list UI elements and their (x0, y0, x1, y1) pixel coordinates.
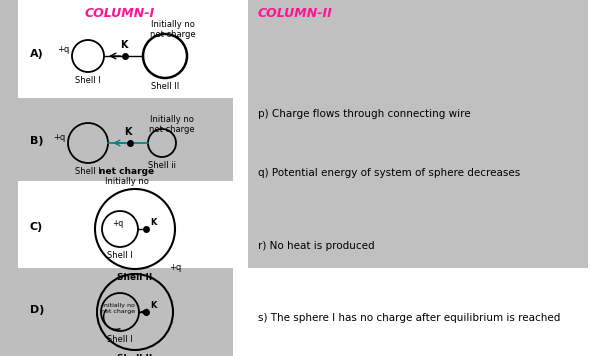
Text: +q: +q (57, 46, 69, 54)
Text: +q: +q (169, 263, 181, 272)
Text: Shell I: Shell I (107, 335, 133, 344)
Bar (18, 181, 233, 268)
Text: Shell I: Shell I (75, 76, 101, 85)
Text: K: K (120, 40, 127, 50)
Text: Shell ii: Shell ii (148, 161, 176, 170)
Text: COLUMN-I: COLUMN-I (85, 7, 155, 20)
Bar (248, 268, 588, 356)
Text: K: K (150, 218, 156, 227)
Text: Initially no: Initially no (105, 177, 149, 186)
Text: +q: +q (53, 132, 65, 141)
Bar (18, 0, 233, 98)
Text: Initially no
net charge: Initially no net charge (150, 20, 196, 40)
Text: Shell II: Shell II (117, 273, 153, 282)
Text: K: K (150, 301, 156, 310)
Text: B): B) (30, 136, 43, 146)
Text: A): A) (30, 49, 44, 59)
Text: Shell II: Shell II (117, 354, 153, 356)
Text: q) Potential energy of system of sphere decreases: q) Potential energy of system of sphere … (258, 168, 520, 178)
Bar (18, 268, 233, 356)
Bar (0, 0, 18, 356)
Text: Shell I: Shell I (107, 251, 133, 260)
Text: r) No heat is produced: r) No heat is produced (258, 241, 375, 251)
Bar (248, 0, 588, 268)
Bar (18, 98, 233, 181)
Text: COLUMN-II: COLUMN-II (258, 7, 333, 20)
Text: Shell I: Shell I (75, 167, 101, 176)
Text: Initially no
net charge: Initially no net charge (149, 115, 195, 135)
Text: Shell II: Shell II (151, 82, 179, 91)
Text: K: K (124, 127, 132, 137)
Text: s) The sphere I has no charge after equilibrium is reached: s) The sphere I has no charge after equi… (258, 313, 561, 323)
Text: net charge: net charge (99, 167, 155, 176)
Text: C): C) (30, 222, 43, 232)
Text: Initially no: Initially no (102, 303, 134, 308)
Text: p) Charge flows through connecting wire: p) Charge flows through connecting wire (258, 109, 471, 119)
Text: net charge: net charge (101, 309, 135, 314)
Text: +q: +q (112, 220, 124, 229)
Text: D): D) (30, 305, 44, 315)
